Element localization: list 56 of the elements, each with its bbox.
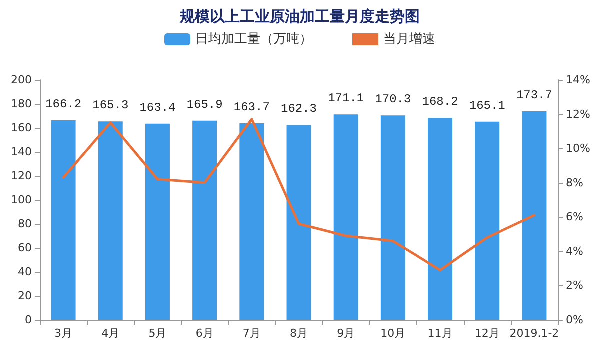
y2-tick-label: 0% <box>566 314 584 326</box>
data-label: 163.4 <box>140 100 176 115</box>
y-tick-label: 40 <box>18 266 32 278</box>
y2-tick-label: 2% <box>566 279 584 292</box>
y2-tick-label: 10% <box>566 142 590 156</box>
y-tick-label: 0 <box>25 314 32 326</box>
y-tick-label: 80 <box>18 218 32 230</box>
x-tick-label: 3月 <box>54 327 73 340</box>
data-label: 163.7 <box>234 100 270 115</box>
bar <box>51 120 76 320</box>
x-tick-label: 7月 <box>242 327 261 340</box>
y-tick-label: 160 <box>11 122 32 134</box>
x-tick-label: 6月 <box>196 327 214 340</box>
y-tick-label: 140 <box>11 146 32 158</box>
chart-title: 规模以上工业原油加工量月度走势图 <box>179 8 420 26</box>
y2-tick-label: 14% <box>566 74 590 86</box>
bar <box>192 120 218 320</box>
data-label: 171.1 <box>328 92 364 106</box>
data-label: 165.1 <box>469 98 506 113</box>
bar <box>334 114 358 320</box>
x-tick-label: 9月 <box>337 327 356 340</box>
data-label: 170.3 <box>375 92 412 107</box>
x-tick-label: 12月 <box>474 327 500 340</box>
data-label: 162.3 <box>280 102 318 116</box>
x-tick-label: 8月 <box>290 327 308 340</box>
bar <box>428 118 453 320</box>
bar <box>98 122 123 320</box>
bar <box>380 116 406 320</box>
bar <box>240 124 264 320</box>
y2-tick-label: 8% <box>566 176 584 190</box>
bar <box>286 125 312 320</box>
x-tick-label: 2019.1-2 <box>510 327 560 340</box>
y2-tick-label: 4% <box>566 244 584 258</box>
data-label: 168.2 <box>422 95 458 110</box>
y2-tick-label: 6% <box>566 210 584 224</box>
data-label: 166.2 <box>46 98 82 112</box>
data-label: 165.9 <box>186 98 223 112</box>
data-label: 165.3 <box>92 98 129 113</box>
y-tick-label: 120 <box>11 170 32 182</box>
y2-tick-label: 12% <box>566 108 590 121</box>
x-tick-label: 10月 <box>380 327 406 340</box>
x-tick-label: 4月 <box>102 327 120 340</box>
data-label: 173.7 <box>516 88 552 103</box>
legend-label: 日均加工量（万吨） <box>196 32 312 47</box>
x-tick-label: 5月 <box>148 327 167 340</box>
x-tick-label: 11月 <box>428 327 453 340</box>
line-series <box>62 118 536 272</box>
y-tick-label: 180 <box>11 98 32 110</box>
y-tick-label: 100 <box>11 194 32 206</box>
legend-label: 当月增速 <box>384 32 436 47</box>
bar <box>145 124 170 320</box>
y-tick-label: 60 <box>18 242 32 254</box>
y-tick-label: 200 <box>11 74 32 86</box>
y-tick-label: 20 <box>18 290 32 302</box>
bar <box>475 122 500 320</box>
bar <box>522 112 547 320</box>
